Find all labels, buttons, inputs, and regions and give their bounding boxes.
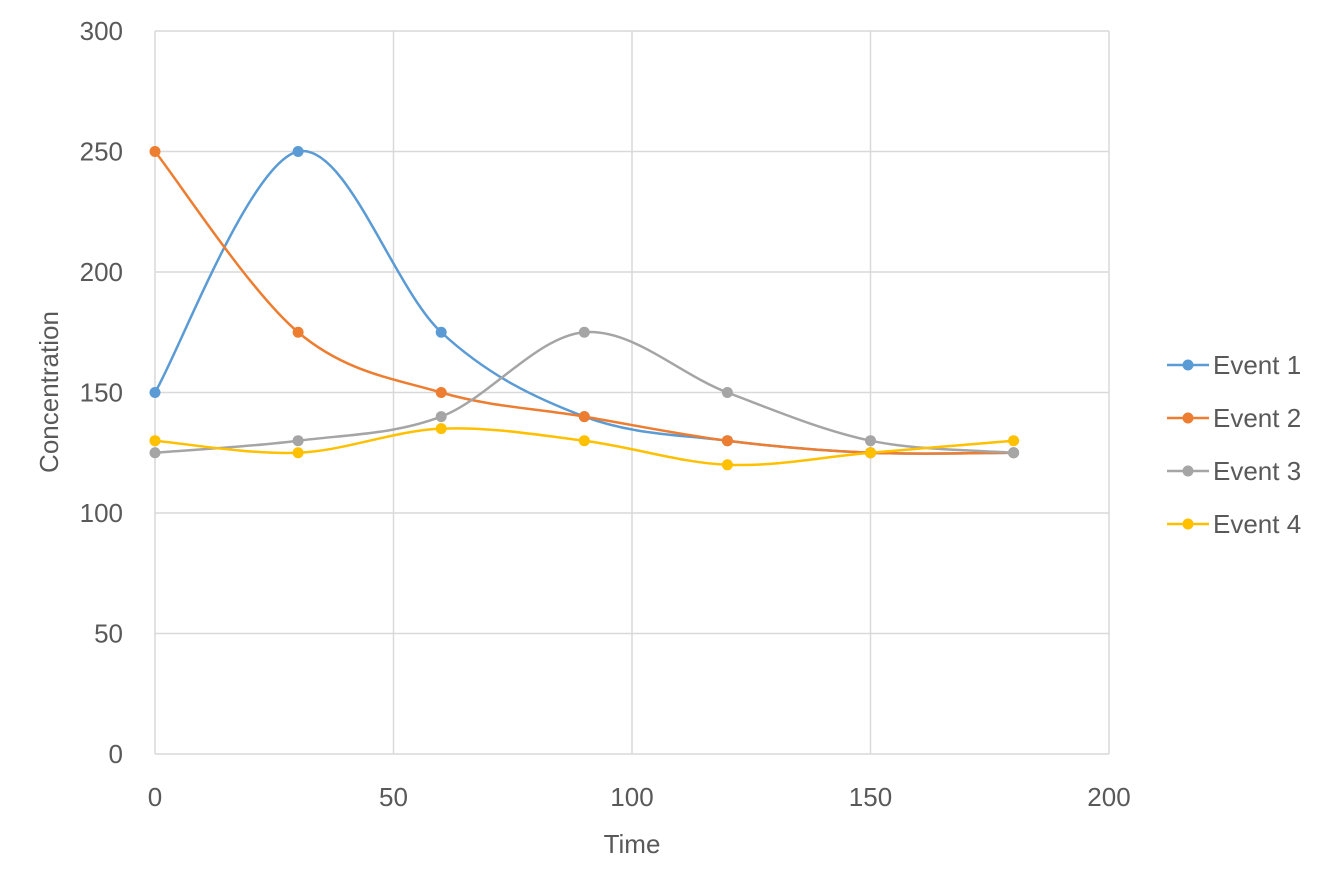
series-line <box>154 427 1014 467</box>
legend-swatch-marker <box>1182 518 1194 530</box>
x-tick-label: 0 <box>148 782 162 812</box>
data-point <box>721 459 733 471</box>
legend-label: Event 1 <box>1213 350 1301 380</box>
data-point <box>865 435 876 447</box>
series-2 <box>149 146 1020 459</box>
legend-item: Event 4 <box>1167 509 1301 539</box>
legend-swatch-marker <box>1182 412 1194 424</box>
y-tick-label: 300 <box>80 16 123 46</box>
y-tick-label: 150 <box>80 378 123 408</box>
x-tick-label: 150 <box>849 782 892 812</box>
x-axis-ticks: 0 50 100 150 200 <box>148 782 1131 812</box>
data-point <box>435 387 447 398</box>
data-point <box>292 326 304 338</box>
legend-item: Event 2 <box>1167 403 1301 433</box>
series-line <box>154 150 1014 455</box>
series-line <box>153 150 1014 455</box>
series-3 <box>149 326 1020 459</box>
y-axis-title: Concentration <box>34 311 64 473</box>
data-point <box>721 435 733 447</box>
y-tick-label: 50 <box>94 619 123 649</box>
legend-item: Event 1 <box>1167 350 1301 380</box>
data-point <box>578 411 590 423</box>
data-point <box>435 326 447 338</box>
data-point <box>721 387 733 398</box>
legend-label: Event 3 <box>1213 456 1301 486</box>
data-point <box>435 423 447 435</box>
legend-label: Event 2 <box>1213 403 1301 433</box>
data-point <box>149 435 161 447</box>
data-point <box>578 326 590 338</box>
data-point <box>1008 447 1020 459</box>
data-point <box>149 447 161 459</box>
series-4 <box>149 423 1020 471</box>
grid-layer <box>154 30 1110 755</box>
data-point <box>292 146 304 157</box>
data-point <box>865 447 876 459</box>
data-point <box>149 387 161 398</box>
legend-swatch-marker <box>1182 465 1194 477</box>
legend-label: Event 4 <box>1213 509 1301 539</box>
x-tick-label: 200 <box>1087 782 1130 812</box>
y-tick-label: 250 <box>80 137 123 167</box>
x-tick-label: 100 <box>610 782 653 812</box>
legend: Event 1 Event 2 Event 3 Event 4 <box>1167 350 1301 539</box>
x-axis-title: Time <box>604 829 661 859</box>
y-axis-ticks: 0 50 100 150 200 250 300 <box>80 16 123 769</box>
data-point <box>292 447 304 459</box>
data-point <box>292 435 304 447</box>
data-point <box>578 435 590 447</box>
legend-swatch-marker <box>1182 359 1194 371</box>
data-point <box>1008 435 1020 447</box>
y-tick-label: 100 <box>80 498 123 528</box>
y-tick-label: 200 <box>80 257 123 287</box>
data-point <box>435 411 447 423</box>
series-layer <box>149 146 1020 471</box>
x-tick-label: 50 <box>379 782 408 812</box>
y-tick-label: 0 <box>109 739 123 769</box>
legend-item: Event 3 <box>1167 456 1301 486</box>
data-point <box>149 146 161 157</box>
